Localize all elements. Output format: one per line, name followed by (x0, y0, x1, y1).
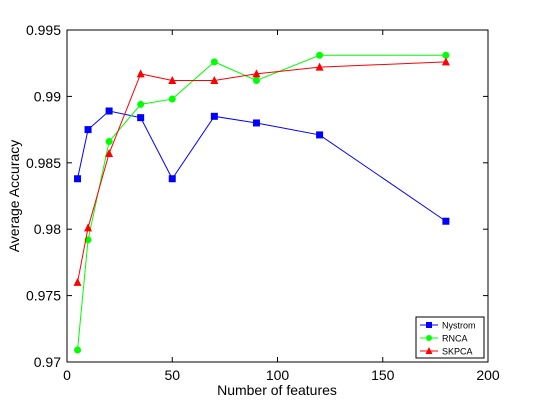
y-tick-label: 0.995 (26, 22, 61, 38)
data-point (210, 112, 218, 120)
axes: 0 50 100 150 200 0.97 0.975 0.98 0.985 0.99 0.995 (26, 22, 500, 383)
x-axis-label: Number of features (217, 382, 337, 398)
legend-marker (426, 322, 432, 328)
legend-item: Nystrom (420, 321, 476, 331)
legend-item: SKPCA (420, 347, 473, 357)
series-line (77, 61, 446, 283)
data-point (252, 119, 260, 127)
data-point (136, 69, 145, 78)
data-point (74, 346, 82, 354)
data-point (252, 69, 261, 78)
y-tick-label: 0.98 (34, 221, 61, 237)
x-tick-label: 0 (63, 367, 71, 383)
legend-marker (426, 335, 432, 341)
x-tick-label: 150 (371, 367, 395, 383)
legend-label: Nystrom (442, 321, 476, 331)
series-rnca (74, 51, 450, 354)
data-point (137, 114, 145, 122)
y-tick-label: 0.97 (34, 354, 61, 370)
series-layer (73, 51, 450, 354)
legend-marker (425, 347, 433, 354)
data-point (168, 95, 176, 103)
series-skpca (73, 57, 450, 286)
data-point (84, 126, 92, 134)
y-axis-label: Average Accuracy (6, 140, 22, 253)
legend-item: RNCA (420, 334, 468, 344)
data-point (210, 58, 218, 66)
data-point (137, 100, 145, 108)
y-tick-label: 0.975 (26, 288, 61, 304)
data-point (315, 62, 324, 71)
data-point (252, 76, 260, 84)
x-tick-label: 50 (164, 367, 180, 383)
data-point (210, 75, 219, 84)
data-point (105, 149, 114, 158)
legend: Nystrom RNCA SKPCA (415, 316, 485, 359)
plot-frame (66, 29, 489, 363)
data-point (105, 107, 113, 115)
axis-labels: Number of features Average Accuracy (6, 140, 337, 398)
series-nystrom (74, 107, 450, 225)
data-point (105, 138, 113, 146)
data-point (168, 75, 177, 84)
y-tick-label: 0.99 (34, 88, 61, 104)
data-point (442, 217, 450, 225)
data-point (84, 223, 93, 232)
data-point (74, 175, 82, 183)
series-line (77, 110, 447, 222)
data-point (168, 175, 176, 183)
series-line (77, 54, 446, 351)
legend-label: SKPCA (442, 347, 473, 357)
data-point (442, 51, 450, 59)
y-tick-label: 0.985 (26, 155, 61, 171)
x-tick-label: 200 (476, 367, 500, 383)
data-point (441, 57, 450, 66)
data-point (73, 277, 82, 286)
x-tick-label: 100 (266, 367, 290, 383)
data-point (316, 51, 324, 59)
legend-label: RNCA (442, 334, 468, 344)
data-point (316, 131, 324, 139)
